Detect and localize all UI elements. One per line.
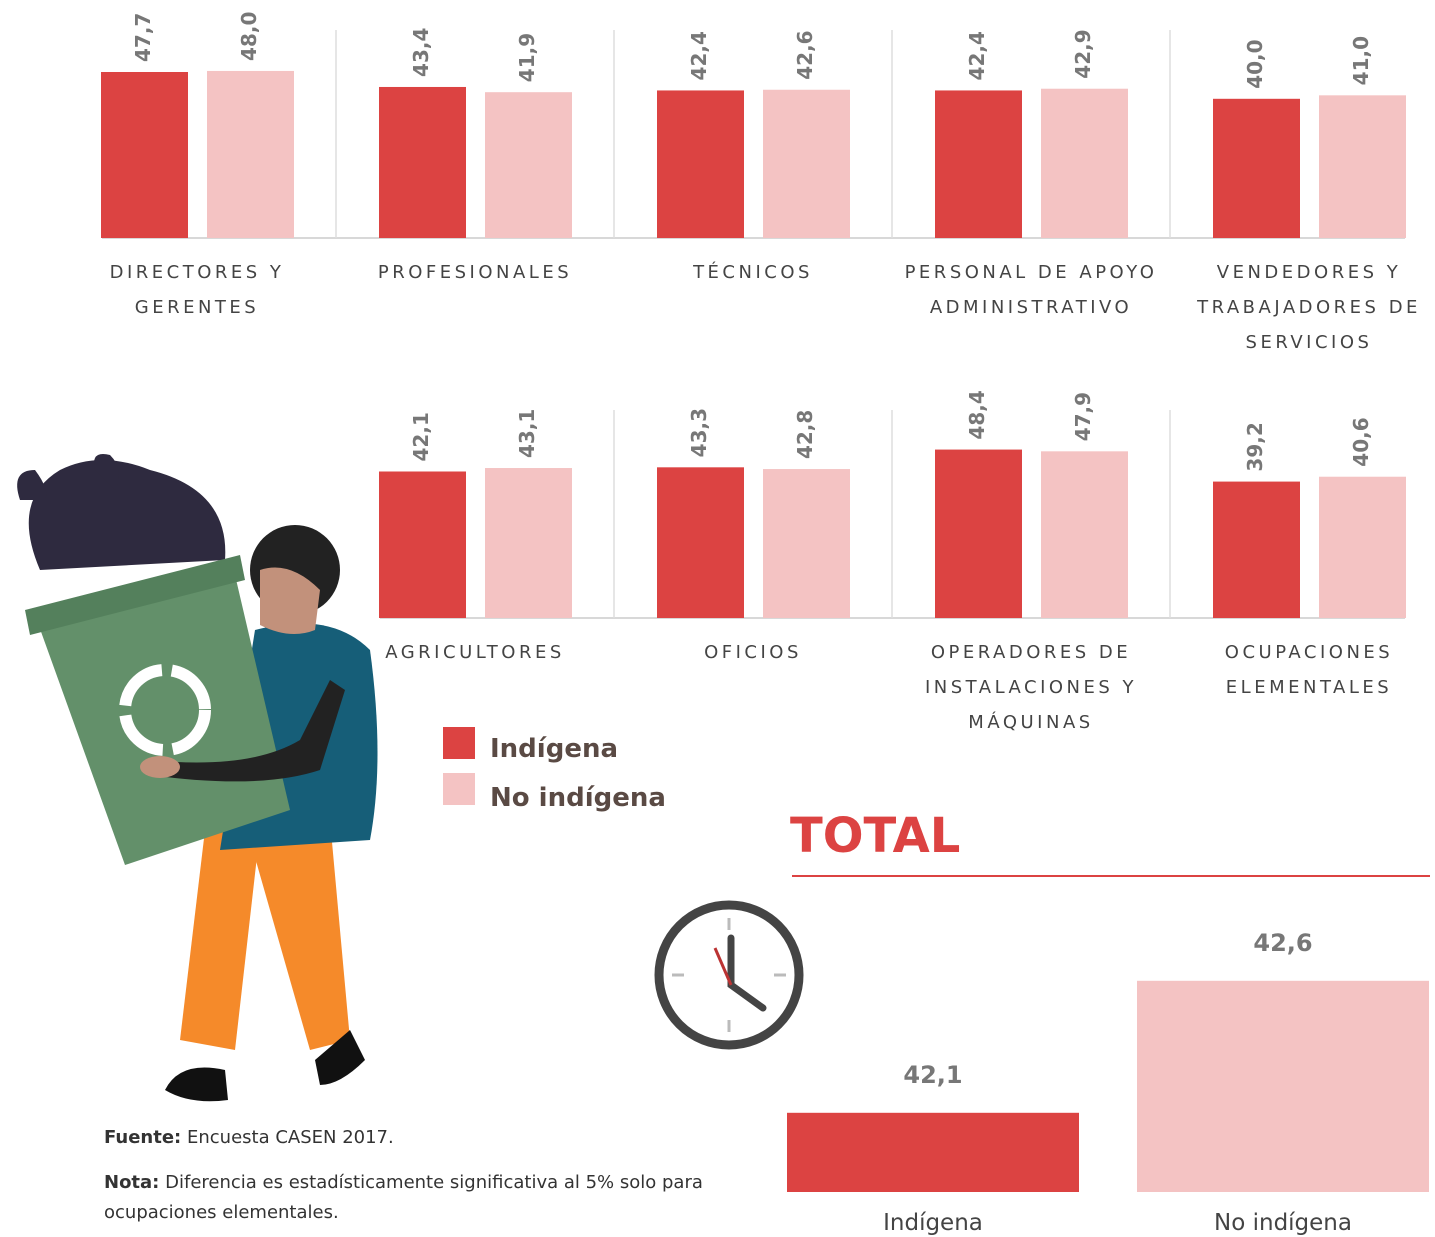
value-label: 42,6 — [793, 30, 817, 79]
source: Fuente: Encuesta CASEN 2017. — [104, 1123, 764, 1153]
bar — [1041, 89, 1128, 238]
value-label: 42,1 — [903, 1061, 962, 1089]
x-tick-label: No indígena — [1214, 1210, 1352, 1236]
x-tick-label: Indígena — [883, 1210, 983, 1236]
legend-label: Indígena — [490, 734, 618, 764]
bar — [1213, 99, 1300, 238]
bar — [657, 467, 744, 618]
value-label: 42,1 — [409, 412, 433, 461]
legend-swatch — [443, 727, 475, 759]
source-text: Encuesta CASEN 2017. — [187, 1127, 394, 1148]
bar — [1041, 451, 1128, 618]
x-tick-label: TÉCNICOS — [623, 255, 883, 290]
bar — [1319, 95, 1406, 238]
bar — [657, 90, 744, 238]
x-tick-label: OCUPACIONES ELEMENTALES — [1179, 635, 1435, 705]
bar — [1213, 482, 1300, 618]
legend-label: No indígena — [490, 783, 666, 813]
x-tick-label: VENDEDORES Y TRABAJADORES DE SERVICIOS — [1179, 255, 1435, 360]
x-tick-label: PERSONAL DE APOYO ADMINISTRATIVO — [901, 255, 1161, 325]
x-tick-label: OFICIOS — [623, 635, 883, 670]
x-tick-label: OPERADORES DE INSTALACIONES Y MÁQUINAS — [901, 635, 1161, 740]
x-tick-label: AGRICULTORES — [345, 635, 605, 670]
clock-icon — [659, 905, 799, 1045]
value-label: 42,6 — [1253, 929, 1312, 957]
bar — [763, 90, 850, 238]
infographic: Indígena No indígena TOTAL 47,7 48,0 43,4 4… — [0, 0, 1435, 1237]
bar — [1319, 477, 1406, 618]
value-label: 43,4 — [409, 28, 433, 77]
bar — [935, 450, 1022, 618]
value-label: 41,9 — [515, 33, 539, 82]
value-label: 43,1 — [515, 409, 539, 458]
x-tick-label: PROFESIONALES — [345, 255, 605, 290]
legend-swatch — [443, 773, 475, 805]
note-label: Nota: — [104, 1172, 159, 1193]
bar — [207, 71, 294, 238]
x-tick-label: DIRECTORES Y GERENTES — [67, 255, 327, 325]
bar — [379, 471, 466, 618]
bar — [787, 1113, 1079, 1192]
value-label: 42,4 — [687, 31, 711, 80]
bar — [935, 90, 1022, 238]
value-label: 43,3 — [687, 408, 711, 457]
bar — [1137, 981, 1429, 1192]
illustration — [17, 454, 377, 1101]
bar — [485, 468, 572, 618]
bar — [379, 87, 466, 238]
note-text: Diferencia es estadísticamente significa… — [104, 1172, 703, 1223]
value-label: 40,0 — [1243, 39, 1267, 88]
value-label: 42,9 — [1071, 29, 1095, 78]
value-label: 47,9 — [1071, 392, 1095, 441]
value-label: 40,6 — [1349, 417, 1373, 466]
chart-title: TOTAL — [790, 808, 960, 864]
value-label: 42,8 — [793, 410, 817, 459]
value-label: 48,0 — [237, 12, 261, 61]
value-label: 42,4 — [965, 31, 989, 80]
chart: Indígena No indígena TOTAL 47,7 48,0 43,4 4… — [0, 0, 1435, 1237]
value-label: 47,7 — [131, 13, 155, 62]
value-label: 48,4 — [965, 390, 989, 439]
value-label: 41,0 — [1349, 36, 1373, 85]
bar — [763, 469, 850, 618]
bar — [485, 92, 572, 238]
source-label: Fuente: — [104, 1127, 181, 1148]
bar — [101, 72, 188, 238]
value-label: 39,2 — [1243, 422, 1267, 471]
note: Nota: Diferencia es estadísticamente sig… — [104, 1168, 764, 1228]
